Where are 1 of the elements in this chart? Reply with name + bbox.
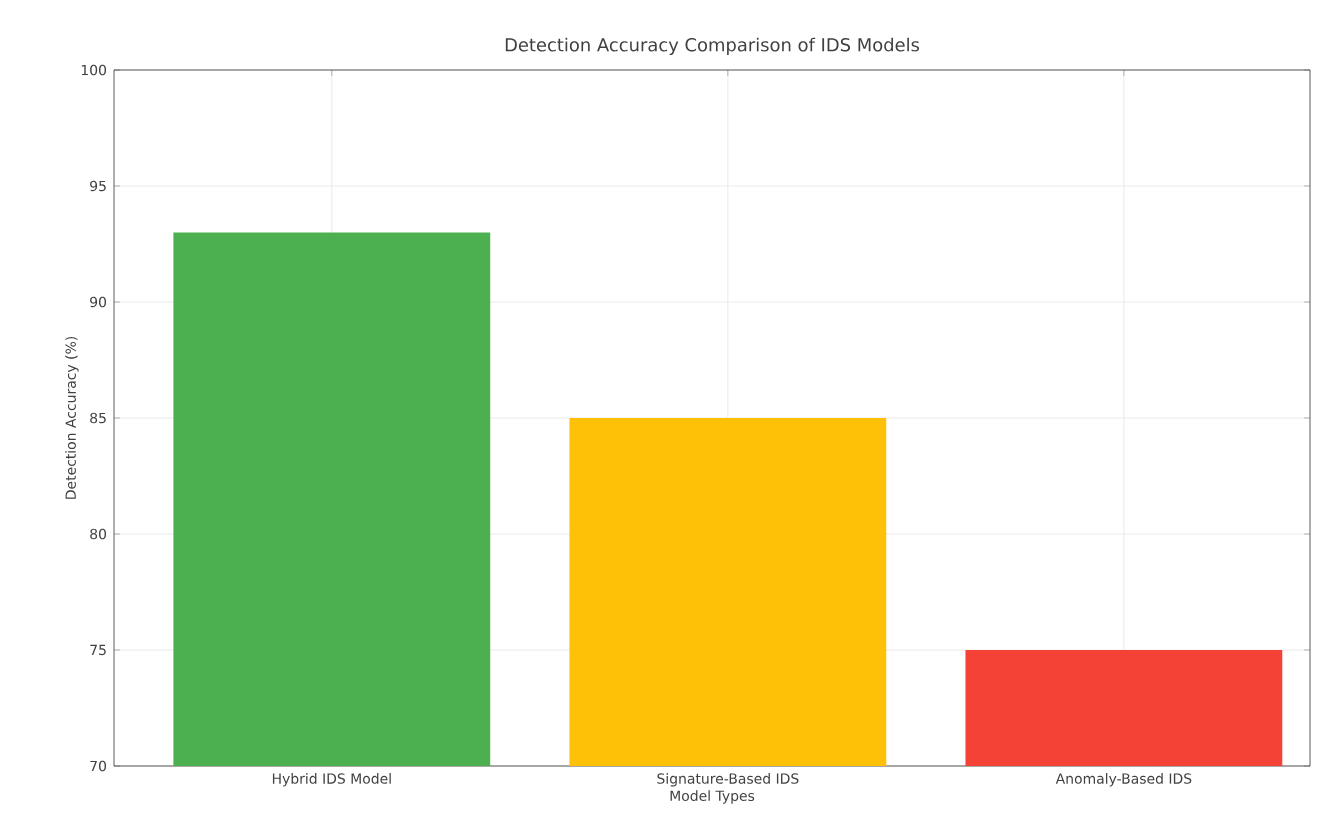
chart-title: Detection Accuracy Comparison of IDS Models bbox=[505, 37, 920, 55]
